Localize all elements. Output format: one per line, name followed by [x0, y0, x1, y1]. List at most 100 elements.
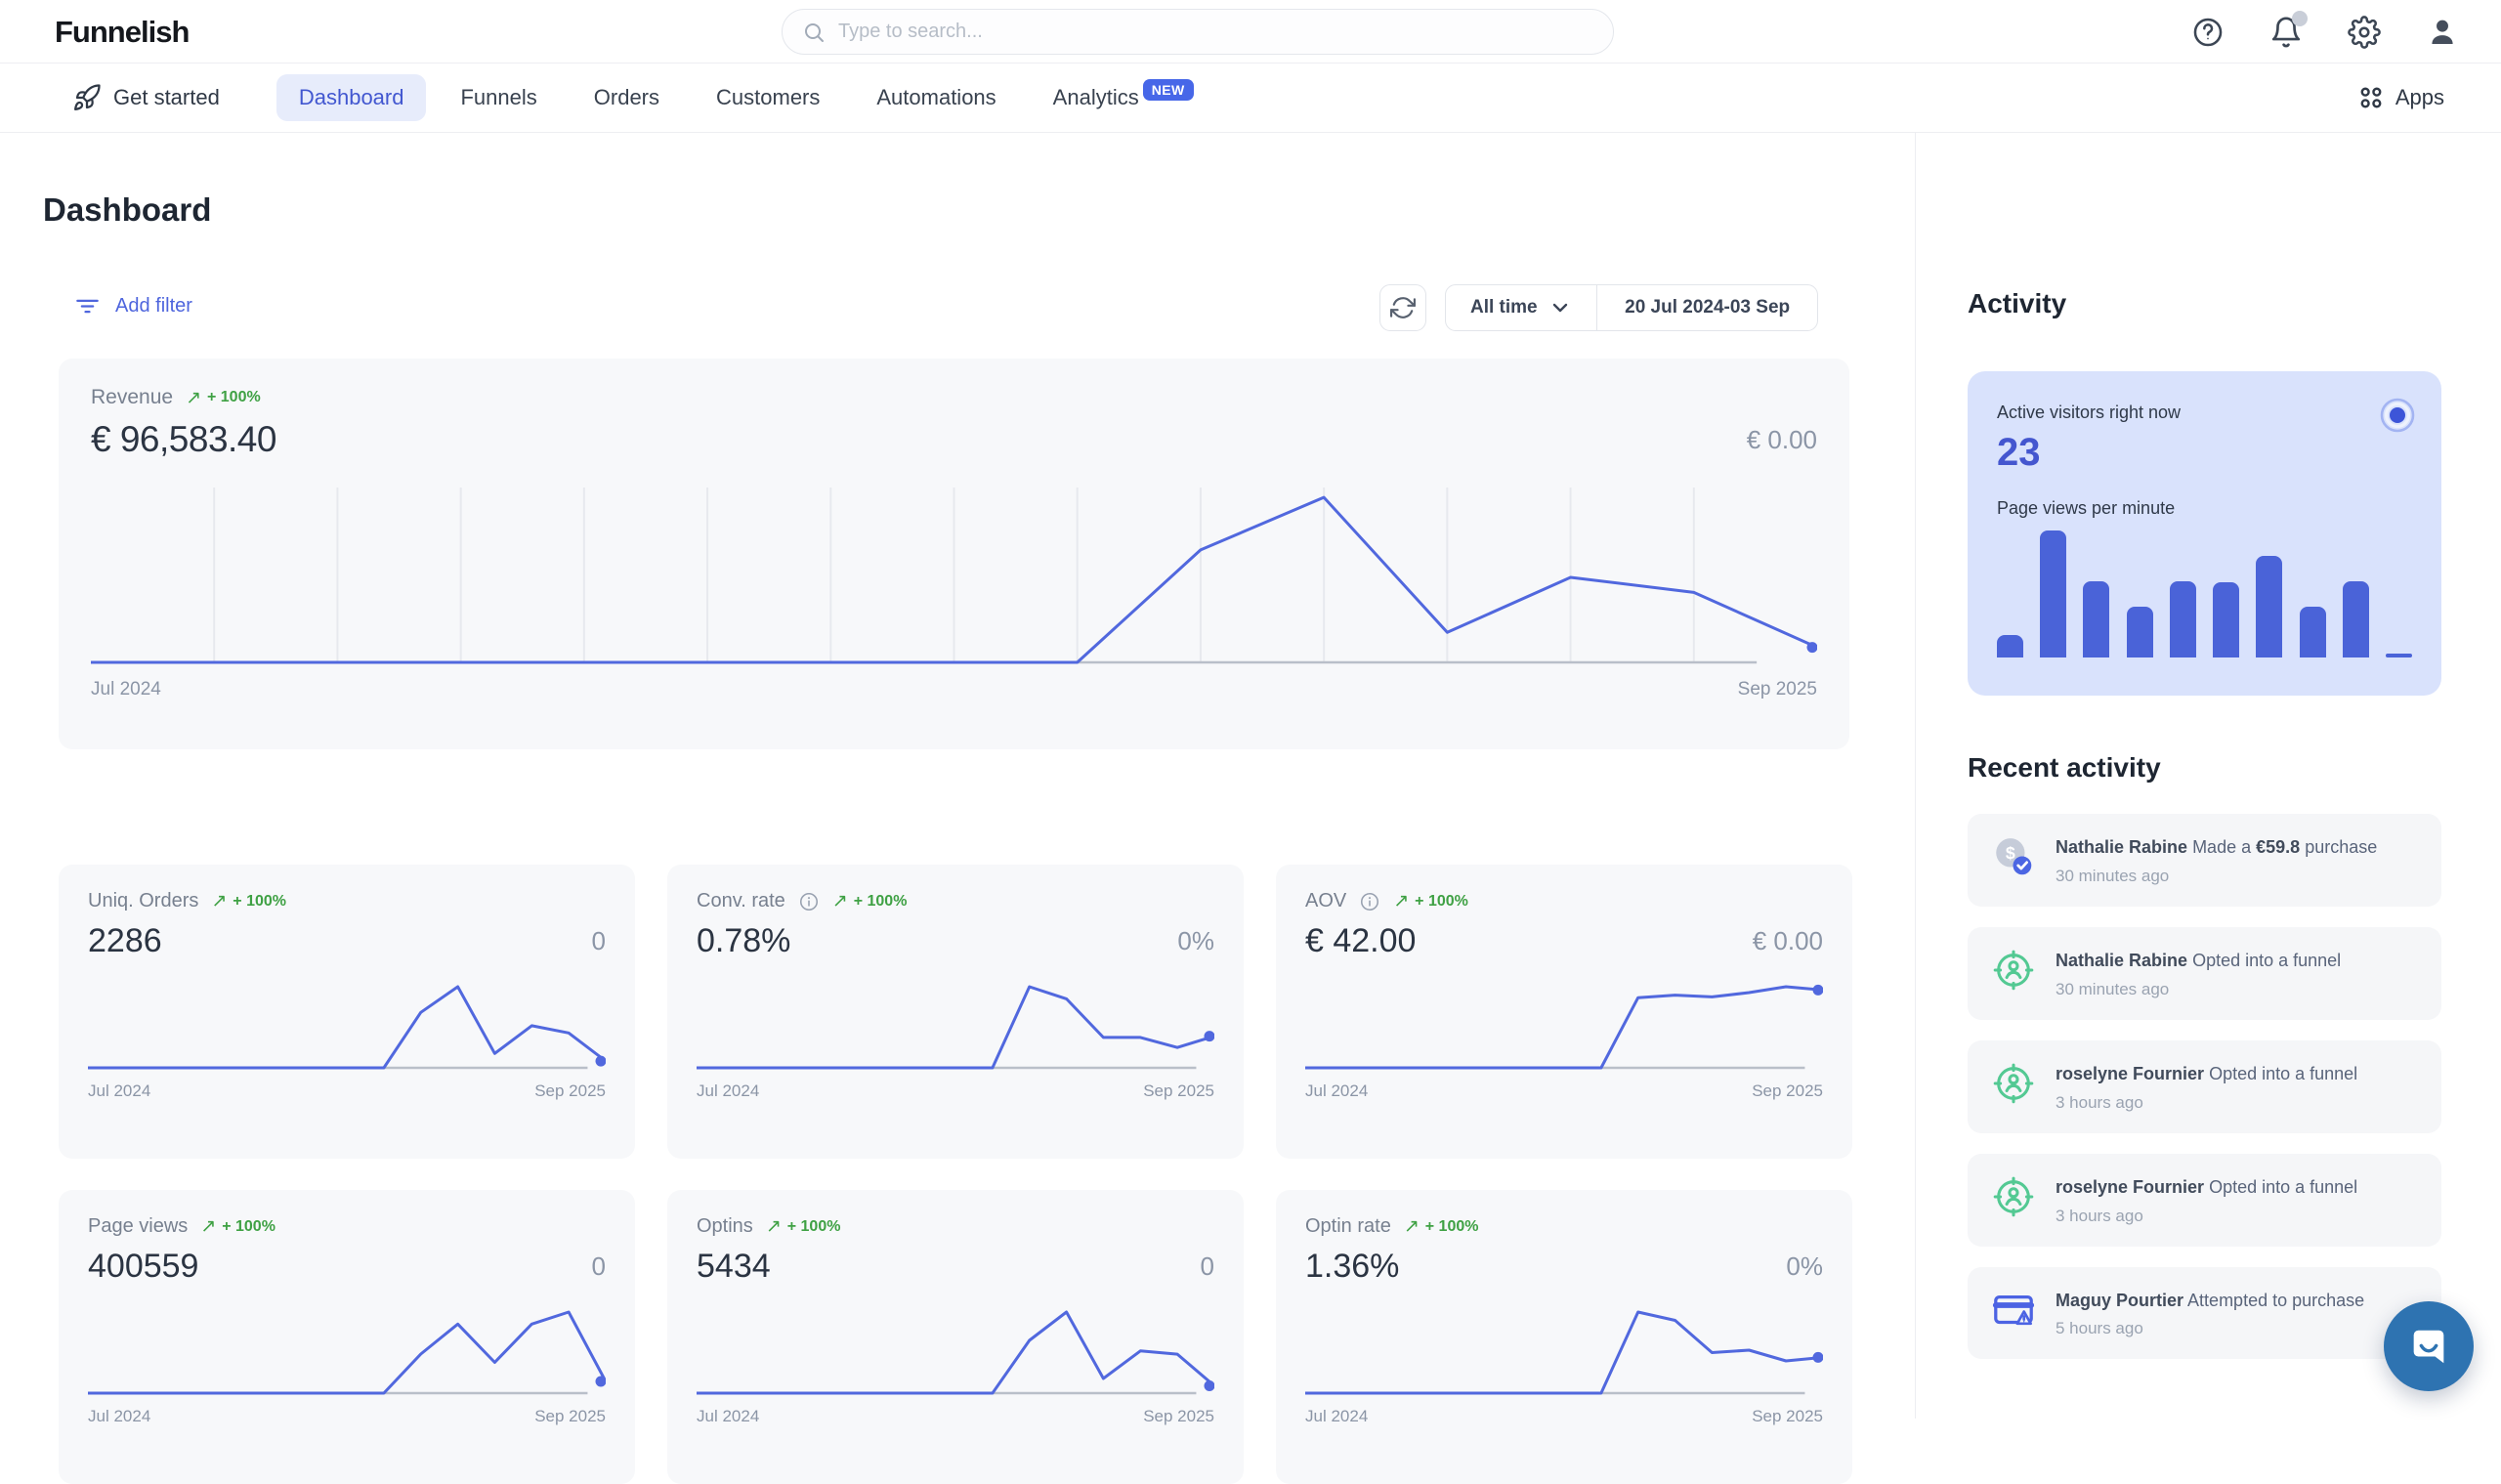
main-content: Dashboard Add filter All time 20 Jul 202…: [0, 133, 1915, 1419]
activity-time: 30 minutes ago: [2056, 867, 2377, 886]
activity-action: Made a: [2192, 837, 2251, 857]
optin-target-icon: [1991, 1061, 2036, 1106]
aov-chart[interactable]: [1305, 976, 1823, 1071]
activity-action-suffix: purchase: [2305, 837, 2377, 857]
metric-value: 0.78%: [697, 922, 790, 960]
metric-change: + 100%: [233, 893, 286, 911]
revenue-trend: ↗ + 100%: [186, 389, 261, 407]
pvpm-bar: [2256, 556, 2282, 657]
add-filter-button[interactable]: Add filter: [74, 293, 192, 319]
activity-item-optin[interactable]: Nathalie Rabine Opted into a funnel 30 m…: [1968, 927, 2441, 1020]
activity-time: 3 hours ago: [2056, 1207, 2357, 1226]
metric-label: Uniq. Orders: [88, 890, 198, 912]
nav-analytics-label: Analytics: [1053, 85, 1139, 110]
metric-comparison-value: 0%: [1786, 1251, 1823, 1282]
customer-name: Nathalie Rabine: [2056, 837, 2187, 857]
svg-text:$: $: [2006, 843, 2015, 863]
card-warning-icon: [1991, 1288, 2036, 1333]
pvpm-bar: [2386, 654, 2412, 657]
pvpm-bar: [2170, 581, 2196, 657]
metric-comparison-value: € 0.00: [1753, 926, 1823, 956]
trend-up-icon: ↗: [211, 892, 227, 911]
settings-button[interactable]: [2347, 15, 2382, 50]
nav-tab-orders[interactable]: Orders: [572, 74, 682, 121]
x-end: Sep 2025: [1752, 1081, 1823, 1101]
trend-up-icon: ↗: [186, 389, 201, 407]
trend-up-icon: ↗: [1404, 1217, 1420, 1236]
metric-comparison-value: 0: [592, 926, 606, 956]
active-visitors-label: Active visitors right now: [1997, 403, 2412, 423]
range-preset-label: All time: [1470, 297, 1538, 318]
nav-get-started[interactable]: Get started: [72, 83, 220, 112]
revenue-chart[interactable]: [91, 482, 1817, 665]
recent-activity-title: Recent activity: [1968, 752, 2161, 784]
chat-launcher-button[interactable]: [2384, 1301, 2474, 1391]
activity-action: Attempted to purchase: [2187, 1291, 2364, 1310]
x-end: Sep 2025: [1752, 1407, 1823, 1426]
nav-tab-funnels[interactable]: Funnels: [438, 74, 559, 121]
page-views-per-minute-bars: [1997, 530, 2412, 657]
optin-rate-chart[interactable]: [1305, 1301, 1823, 1396]
metric-label: Optins: [697, 1215, 753, 1238]
info-icon[interactable]: [798, 891, 820, 912]
main-nav: Get started Dashboard Funnels Orders Cus…: [0, 64, 2501, 133]
revenue-x-end: Sep 2025: [1738, 679, 1817, 700]
activity-item-optin[interactable]: roselyne Fournier Opted into a funnel 3 …: [1968, 1154, 2441, 1247]
page-views-chart[interactable]: [88, 1301, 606, 1396]
pvpm-bar: [2300, 607, 2326, 657]
activity-action: Opted into a funnel: [2209, 1064, 2357, 1083]
search-icon: [802, 21, 826, 44]
app-logo: Funnelish: [55, 15, 189, 50]
refresh-button[interactable]: [1379, 284, 1426, 331]
customer-name: roselyne Fournier: [2056, 1064, 2204, 1083]
notifications-button[interactable]: [2268, 15, 2304, 50]
filter-icon: [74, 293, 101, 319]
activity-item-optin[interactable]: roselyne Fournier Opted into a funnel 3 …: [1968, 1040, 2441, 1133]
nav-tab-customers[interactable]: Customers: [694, 74, 842, 121]
global-search[interactable]: [782, 9, 1614, 55]
help-button[interactable]: [2190, 15, 2225, 50]
add-filter-label: Add filter: [115, 295, 192, 318]
nav-tab-automations[interactable]: Automations: [854, 74, 1018, 121]
user-icon: [2426, 16, 2459, 49]
nav-apps-button[interactable]: Apps: [2357, 84, 2444, 111]
nav-tab-dashboard[interactable]: Dashboard: [276, 74, 427, 121]
topbar-icons: [2190, 0, 2460, 64]
revenue-value: € 96,583.40: [91, 419, 276, 460]
date-range-value[interactable]: 20 Jul 2024-03 Sep: [1597, 285, 1817, 330]
nav-tab-analytics[interactable]: Analytics NEW: [1031, 74, 1216, 121]
conv-rate-chart[interactable]: [697, 976, 1214, 1071]
activity-action: Opted into a funnel: [2192, 951, 2341, 970]
metric-value: 5434: [697, 1248, 771, 1286]
metric-label: AOV: [1305, 890, 1346, 912]
activity-time: 3 hours ago: [2056, 1093, 2357, 1113]
info-icon[interactable]: [1359, 891, 1380, 912]
x-start: Jul 2024: [697, 1081, 759, 1101]
metric-change: + 100%: [1415, 893, 1468, 911]
search-input[interactable]: [838, 21, 1599, 43]
range-preset-dropdown[interactable]: All time: [1446, 285, 1596, 330]
activity-item-purchase[interactable]: $ Nathalie Rabine Made a €59.8 purchase …: [1968, 814, 2441, 907]
customer-name: Nathalie Rabine: [2056, 951, 2187, 970]
trend-up-icon: ↗: [832, 892, 848, 911]
x-start: Jul 2024: [1305, 1407, 1368, 1426]
nav-items: Get started Dashboard Funnels Orders Cus…: [72, 74, 2357, 121]
x-end: Sep 2025: [1143, 1081, 1214, 1101]
metric-label: Conv. rate: [697, 890, 785, 912]
activity-item-attempted-purchase[interactable]: Maguy Pourtier Attempted to purchase 5 h…: [1968, 1267, 2441, 1360]
uniq-orders-chart[interactable]: [88, 976, 606, 1071]
metric-value: 1.36%: [1305, 1248, 1399, 1286]
rocket-icon: [72, 83, 102, 112]
customer-name: Maguy Pourtier: [2056, 1291, 2183, 1310]
revenue-x-start: Jul 2024: [91, 679, 161, 700]
revenue-change: + 100%: [207, 389, 261, 406]
account-button[interactable]: [2425, 15, 2460, 50]
activity-title: Activity: [1968, 288, 2066, 319]
optins-chart[interactable]: [697, 1301, 1214, 1396]
new-badge: NEW: [1143, 79, 1194, 101]
apps-grid-icon: [2357, 84, 2385, 111]
